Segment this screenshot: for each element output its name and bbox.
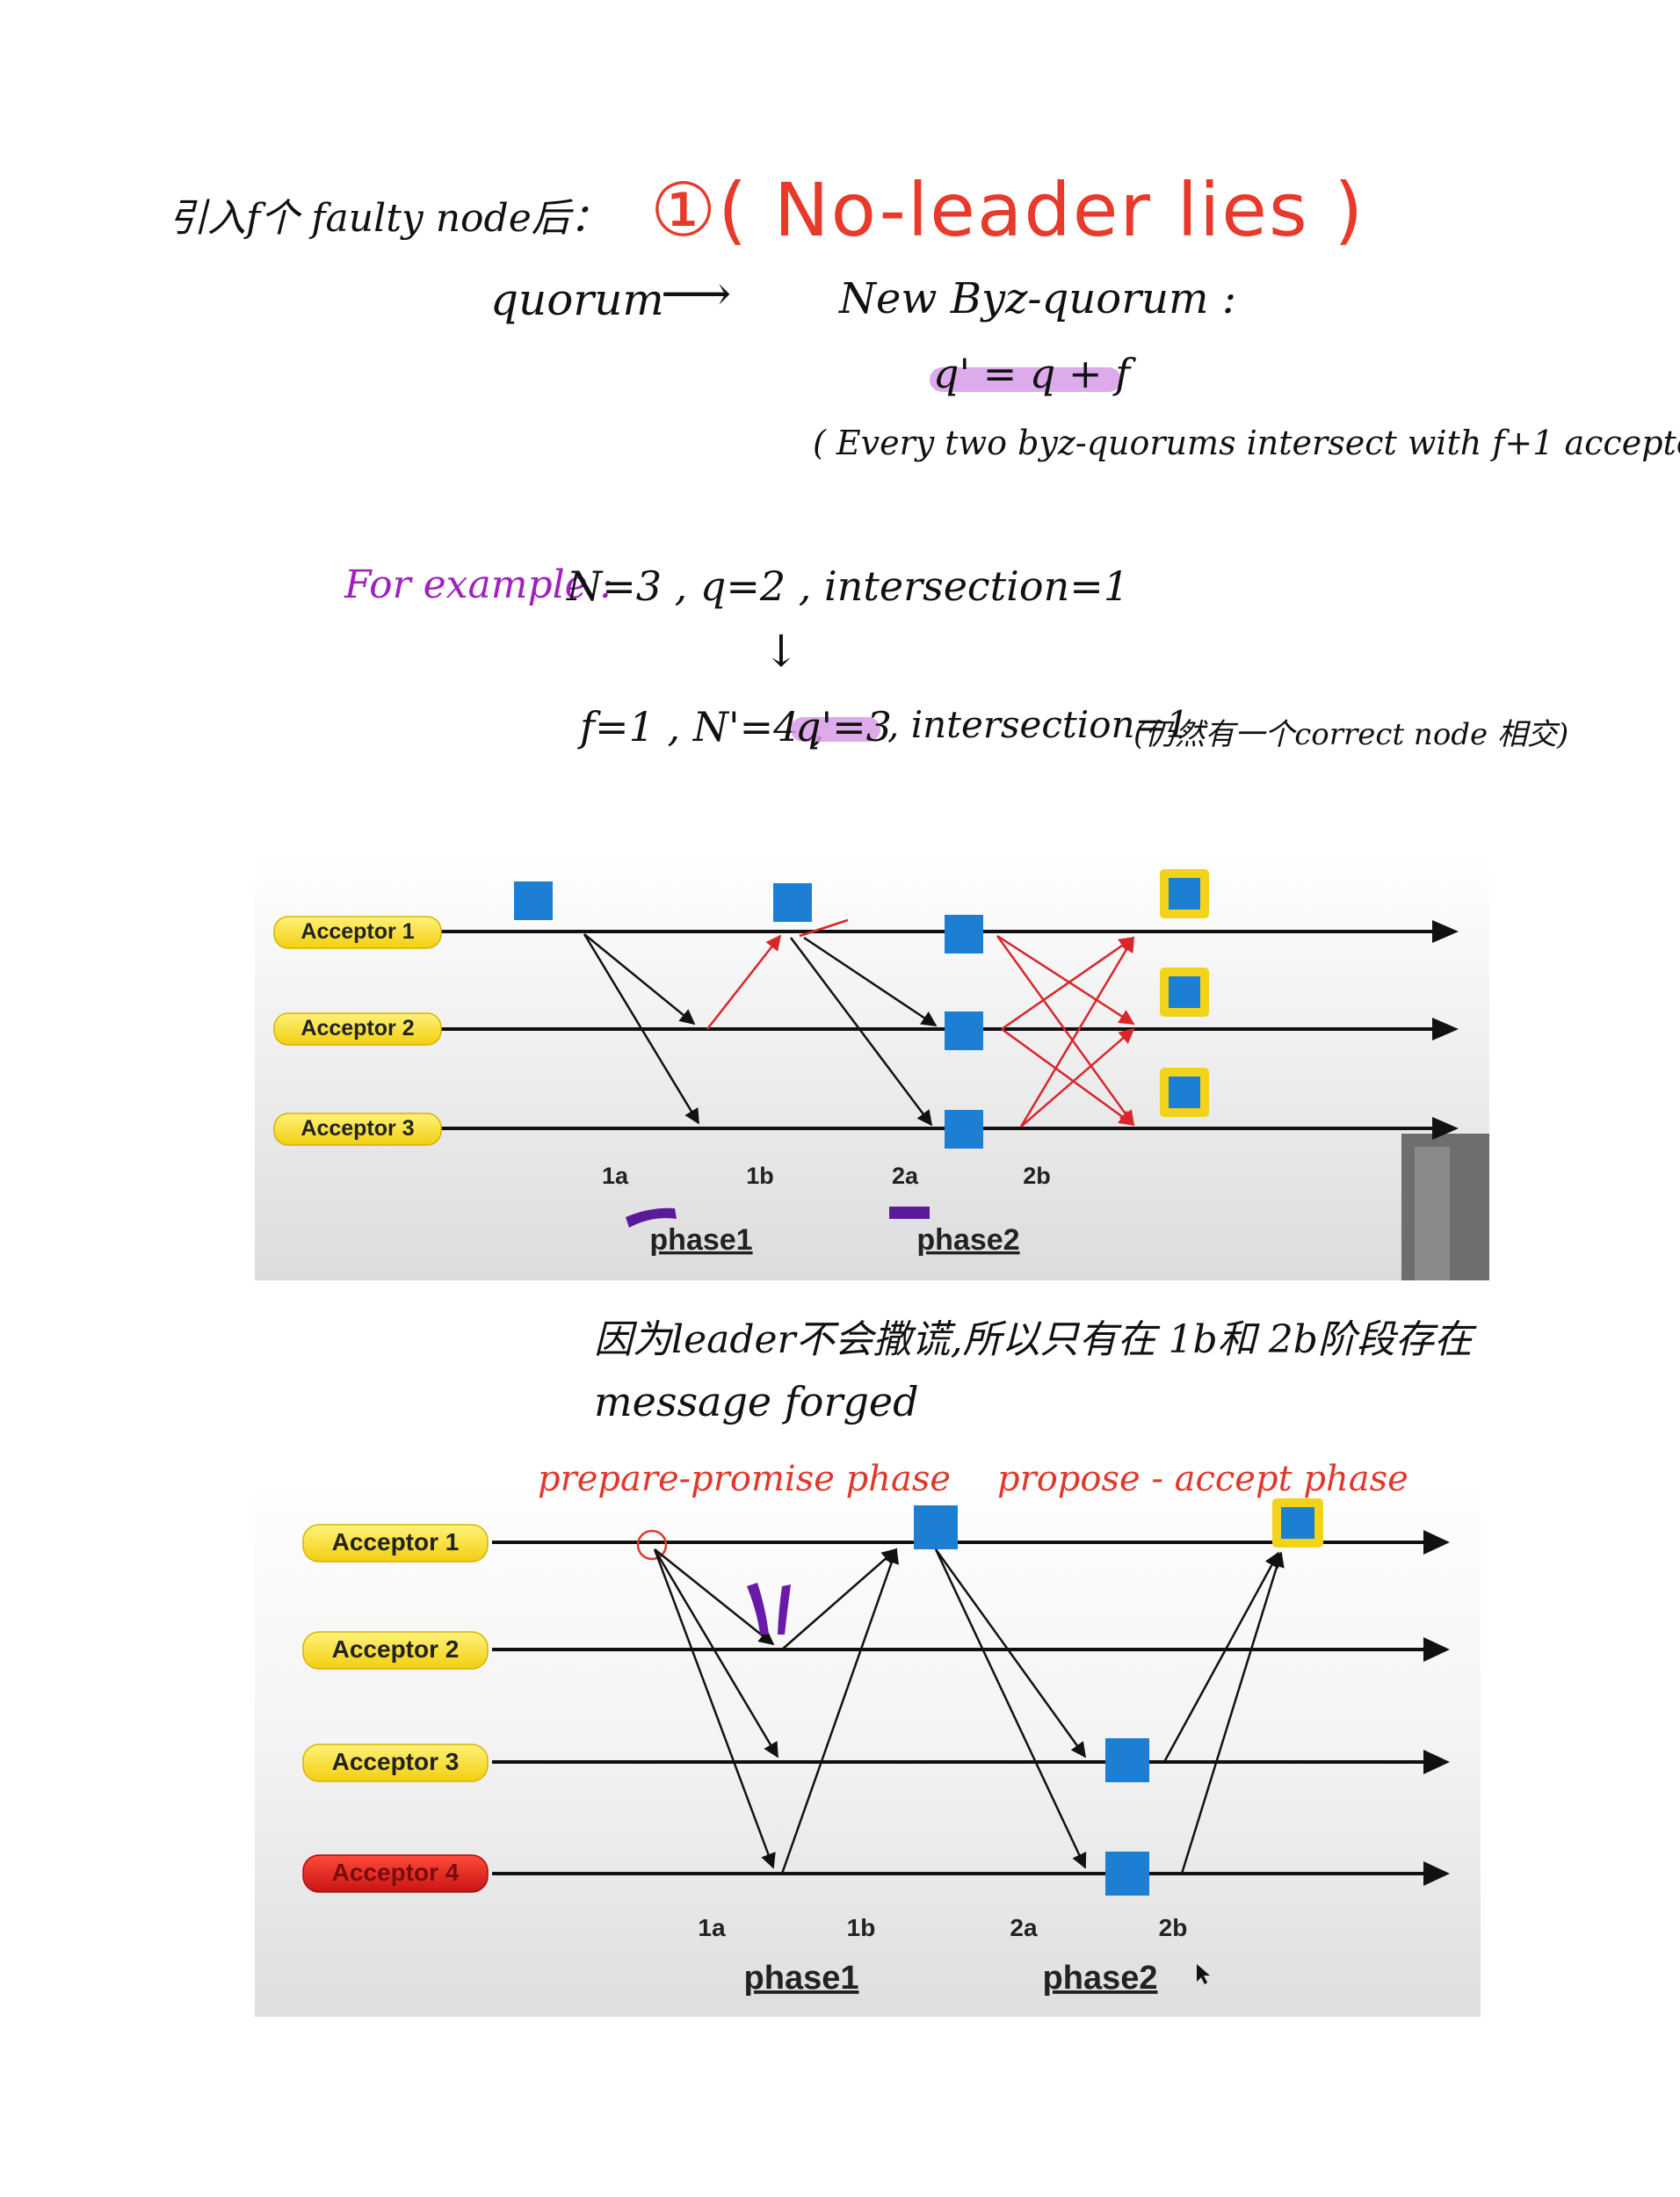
messages-1b-forged [706,918,849,1030]
explanation-line-2: message forged [594,1378,919,1425]
node2-acceptor-4-2b [1105,1852,1149,1896]
messages-2a [790,936,938,1127]
accepted-node-acceptor-3 [1160,1068,1209,1117]
purple-mark-phase1 [626,1207,677,1228]
no-leader-lies-title: ①( No-leader lies ) [650,167,1365,253]
step-1a: 1a [602,1163,629,1189]
prepare-start-circle [636,1529,668,1561]
messages2-1b [780,1548,900,1874]
svg-text:Acceptor 4: Acceptor 4 [332,1859,460,1886]
node-2a-acceptor-3 [945,1110,983,1149]
q-prime-highlight [791,717,880,742]
step-2a: 2a [892,1163,919,1189]
messages-1a [583,933,700,1125]
faulty-node-intro: 引入f个 faulty node后： [169,196,609,241]
acceptor-label-3: Acceptor 3 [273,1113,442,1146]
right-arrow-icon: ⟶ [661,265,732,323]
acceptor-label-1: Acceptor 1 [273,916,442,949]
proposer-node-1a [514,881,553,920]
svg-text:Acceptor 3: Acceptor 3 [301,1116,414,1141]
step2-2a: 2a [1010,1914,1038,1941]
purple-mark-1b [747,1583,769,1635]
step2-2b: 2b [1159,1914,1188,1941]
purple-mark-1b-right [778,1584,791,1635]
messages2-1a [653,1548,779,1869]
byz-quorum-label: New Byz-quorum : [839,274,1236,323]
node-2a-acceptor-2 [945,1011,983,1050]
messages2-2b [1162,1551,1285,1874]
example-line-2c: (仍然有一个correct node 相交) [1133,717,1569,752]
example-line-1: N=3 , q=2 , intersection=1 [567,562,1130,610]
accepted2-node-acceptor-1 [1272,1498,1323,1548]
propose-accept-annotation: propose - accept phase [997,1459,1408,1499]
step-2b: 2b [1023,1163,1051,1189]
byz-quorum-formula: q' = q + f [933,350,1131,397]
example-label: For example : [344,562,613,607]
acceptor2-label-4-faulty: Acceptor 4 [302,1854,489,1893]
svg-text:Acceptor 1: Acceptor 1 [301,919,414,944]
svg-text:Acceptor 2: Acceptor 2 [301,1016,414,1040]
diagram1-background [255,857,1489,1280]
proposer-node-1b [773,883,812,922]
accepted-node-acceptor-1 [1160,869,1209,918]
acceptor2-label-3: Acceptor 3 [302,1744,489,1782]
acceptor2-label-1: Acceptor 1 [302,1524,489,1563]
accepted-node-acceptor-2 [1160,968,1209,1017]
node2-acceptor-3-2b [1105,1738,1149,1782]
svg-text:Acceptor 2: Acceptor 2 [332,1635,460,1663]
example-line-2-qprime: q'=3 [795,703,892,750]
phase2-label-2: phase2 [1043,1960,1158,1997]
messages-2b-forged [996,934,1135,1128]
acceptor-label-2: Acceptor 2 [273,1012,442,1046]
cursor-icon [1197,1964,1210,1984]
messages2-2a [934,1548,1087,1869]
svg-text:Acceptor 3: Acceptor 3 [332,1748,460,1775]
phase1-label: phase1 [649,1223,752,1257]
example-line-2a: f=1 , N'=4 , [580,703,825,750]
diagram-four-acceptors: Acceptor 1 Acceptor 2 Acceptor 3 Accepto… [255,1454,1481,2017]
diagram-three-acceptors: Acceptor 1 Acceptor 2 Acceptor 3 [255,857,1489,1280]
intersection-note: ( Every two byz-quorums intersect with f… [813,424,1680,462]
quorum-label: quorum [490,274,664,325]
formula-highlight [930,367,1121,392]
svg-text:Acceptor 1: Acceptor 1 [332,1528,460,1555]
node-2a-acceptor-1 [945,915,983,953]
phase2-label: phase2 [916,1223,1019,1257]
explanation-line-1: 因为leader不会撒谎,所以只有在 1b和 2b阶段存在 [594,1317,1473,1362]
prepare-promise-annotation: prepare-promise phase [538,1459,952,1499]
step2-1b: 1b [847,1914,876,1941]
step-1b: 1b [746,1163,774,1189]
purple-mark-phase2 [889,1207,930,1219]
step2-1a: 1a [698,1914,726,1941]
example-line-2b: , intersection=1 [887,703,1190,746]
acceptor2-label-2: Acceptor 2 [302,1631,489,1670]
down-arrow-icon: ↓ [763,626,800,677]
phase1-label-2: phase1 [744,1960,859,1997]
node2-acceptor-1-2a [914,1505,958,1549]
